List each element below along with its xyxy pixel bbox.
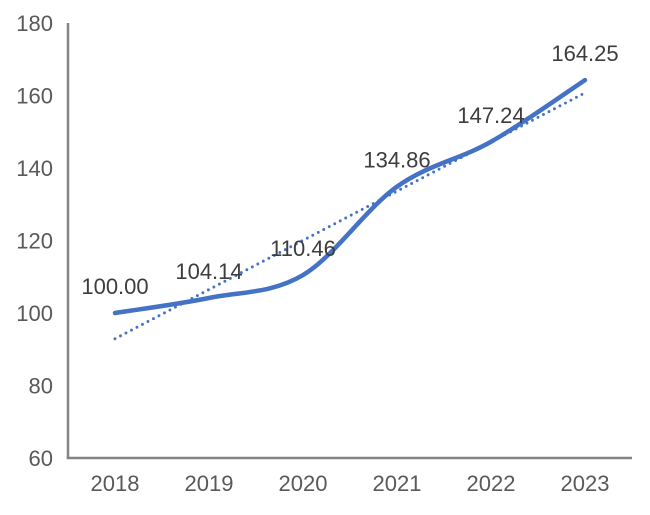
series-line xyxy=(112,77,588,316)
x-tick-label: 2018 xyxy=(91,471,140,496)
y-tick-label: 100 xyxy=(16,301,53,326)
x-tick-label: 2021 xyxy=(373,471,422,496)
data-label: 164.25 xyxy=(551,41,618,66)
y-tick-label: 60 xyxy=(29,446,53,471)
x-tick-label: 2019 xyxy=(185,471,234,496)
data-label: 110.46 xyxy=(270,236,336,261)
y-tick-label: 180 xyxy=(16,11,53,36)
y-tick-label: 120 xyxy=(16,229,53,254)
data-label: 134.86 xyxy=(363,148,430,173)
y-tick-label: 80 xyxy=(29,374,53,399)
data-label: 104.14 xyxy=(175,259,242,284)
x-tick-label: 2020 xyxy=(279,471,328,496)
x-tick-label: 2022 xyxy=(467,471,516,496)
y-tick-label: 160 xyxy=(16,84,53,109)
x-tick-label: 2023 xyxy=(561,471,610,496)
data-label: 100.00 xyxy=(81,274,148,299)
trendline-dotted xyxy=(113,91,587,341)
y-tick-label: 140 xyxy=(16,156,53,181)
data-label: 147.24 xyxy=(457,103,524,128)
